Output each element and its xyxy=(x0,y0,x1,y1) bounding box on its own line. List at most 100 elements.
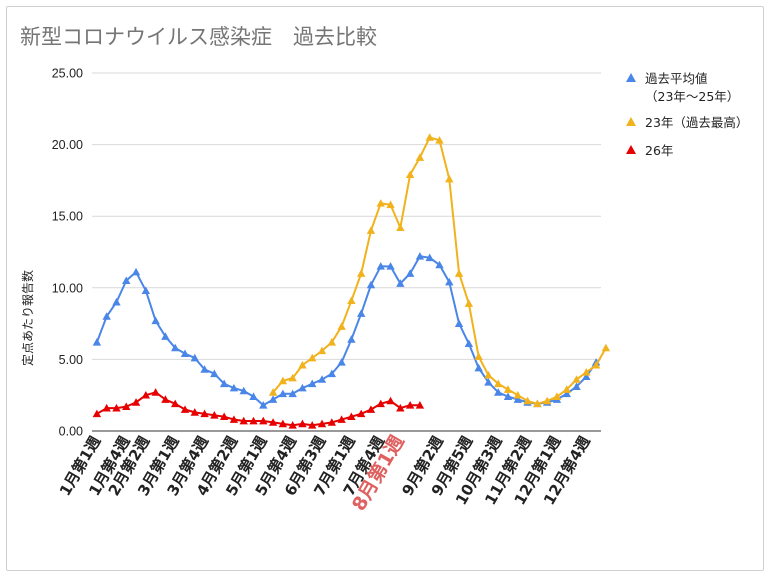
data-point xyxy=(356,409,366,418)
data-point xyxy=(190,408,199,416)
data-point xyxy=(92,338,102,346)
data-point xyxy=(552,392,562,400)
data-point xyxy=(308,353,317,362)
data-point xyxy=(494,379,503,388)
data-point xyxy=(523,396,532,405)
series-2 xyxy=(268,133,611,408)
data-point xyxy=(122,402,131,411)
data-point xyxy=(405,401,415,409)
y-tick-label: 25.00 xyxy=(52,67,83,81)
data-point xyxy=(171,343,180,352)
data-point xyxy=(239,386,248,395)
data-point xyxy=(259,401,268,409)
data-point xyxy=(396,403,405,412)
data-point xyxy=(396,223,405,232)
data-point xyxy=(122,276,131,284)
data-point xyxy=(415,401,425,409)
data-point xyxy=(141,391,151,399)
data-point xyxy=(210,369,219,378)
data-point xyxy=(308,379,317,388)
data-point xyxy=(454,319,464,327)
y-axis-label: 定点あたり報告数 xyxy=(20,270,35,366)
data-point xyxy=(229,383,239,392)
y-tick-label: 15.00 xyxy=(52,210,83,224)
data-point xyxy=(219,379,229,388)
data-point xyxy=(161,395,170,403)
data-point xyxy=(278,389,288,398)
data-point xyxy=(112,403,121,412)
data-point xyxy=(102,403,111,412)
data-point xyxy=(376,399,385,408)
data-point xyxy=(396,279,405,287)
data-point xyxy=(474,352,483,360)
data-point xyxy=(210,411,219,419)
series-1 xyxy=(92,252,601,409)
data-point xyxy=(386,262,395,270)
legend-label-line2: （23年〜25年） xyxy=(645,89,739,104)
data-point xyxy=(464,339,474,348)
gridlines xyxy=(92,72,601,360)
data-point xyxy=(356,269,366,277)
data-point xyxy=(317,419,327,428)
y-tick-label: 20.00 xyxy=(52,138,83,152)
y-tick-label: 10.00 xyxy=(52,281,83,295)
data-point xyxy=(435,136,444,144)
data-point xyxy=(327,369,337,378)
legend-label: 過去平均値 xyxy=(645,71,708,86)
data-point xyxy=(161,332,170,340)
data-point xyxy=(494,388,503,396)
data-point xyxy=(347,296,356,305)
data-point xyxy=(288,373,297,382)
legend-label: 23年（過去最高） xyxy=(645,115,748,130)
data-point xyxy=(562,385,571,393)
data-point xyxy=(445,174,454,183)
data-point xyxy=(366,280,376,289)
data-point xyxy=(317,346,327,355)
series-3 xyxy=(92,388,425,429)
series-line xyxy=(272,136,607,405)
data-point xyxy=(572,375,581,383)
data-point xyxy=(180,405,190,413)
data-point xyxy=(425,253,434,262)
data-point xyxy=(582,372,591,380)
data-point xyxy=(454,269,464,277)
data-point xyxy=(366,226,376,234)
data-point xyxy=(219,412,229,421)
data-point xyxy=(171,399,180,408)
data-point xyxy=(298,383,307,392)
legend-label: 26年 xyxy=(645,143,673,158)
data-point xyxy=(268,418,278,426)
data-point xyxy=(112,297,121,306)
data-point xyxy=(445,277,454,286)
data-point xyxy=(425,133,434,141)
data-point xyxy=(376,262,385,270)
data-point xyxy=(601,343,611,352)
data-point xyxy=(513,395,522,403)
data-point xyxy=(249,416,258,425)
series xyxy=(92,133,611,429)
data-point xyxy=(337,415,346,423)
data-point xyxy=(386,396,395,405)
data-point xyxy=(503,392,513,400)
data-point xyxy=(239,416,248,425)
data-point xyxy=(405,170,415,179)
data-point xyxy=(278,376,288,385)
data-point xyxy=(337,358,346,366)
data-point xyxy=(278,419,288,428)
data-point xyxy=(415,153,425,161)
y-tick-label: 5.00 xyxy=(59,353,83,367)
data-point xyxy=(405,269,415,277)
data-point xyxy=(151,388,160,396)
data-point xyxy=(131,267,141,276)
series-line xyxy=(95,255,597,407)
data-point xyxy=(249,392,258,400)
data-point xyxy=(102,312,111,320)
data-point xyxy=(474,363,483,372)
data-point xyxy=(484,370,493,379)
data-point xyxy=(366,405,376,413)
data-point xyxy=(591,360,601,369)
data-point xyxy=(180,349,190,358)
data-point xyxy=(327,338,337,346)
data-point xyxy=(484,378,493,386)
data-point xyxy=(347,335,356,343)
